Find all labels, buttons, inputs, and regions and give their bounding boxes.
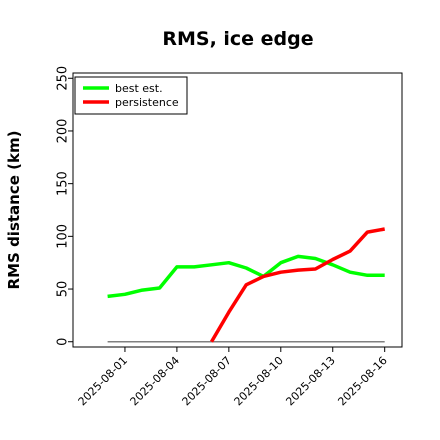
y-tick-label: 150 (56, 171, 71, 196)
series-line-best-est (107, 254, 385, 299)
y-tick-label: 250 (56, 66, 71, 91)
plot-frame (72, 72, 403, 348)
y-tick-label: 0 (56, 338, 71, 346)
plot-area: 0501001502002502025-08-012025-08-042025-… (56, 66, 403, 408)
chart-title: RMS, ice edge (162, 28, 313, 50)
y-tick-label: 200 (56, 119, 71, 144)
x-tick-label: 2025-08-13 (283, 354, 337, 408)
legend-label-persistence: persistence (115, 96, 179, 109)
x-tick-label: 2025-08-01 (76, 354, 130, 408)
series-line-persistence (209, 227, 386, 343)
x-tick-label: 2025-08-16 (335, 354, 389, 408)
legend-box (74, 76, 188, 115)
legend: best est. persistence (74, 76, 188, 115)
y-tick-label: 50 (56, 281, 71, 298)
x-tick-label: 2025-08-04 (128, 354, 182, 408)
y-tick-label: 100 (56, 224, 71, 249)
legend-label-best-est: best est. (115, 82, 163, 95)
y-axis-label: RMS distance (km) (5, 131, 23, 290)
x-tick-label: 2025-08-10 (232, 354, 286, 408)
x-tick-label: 2025-08-07 (180, 354, 234, 408)
